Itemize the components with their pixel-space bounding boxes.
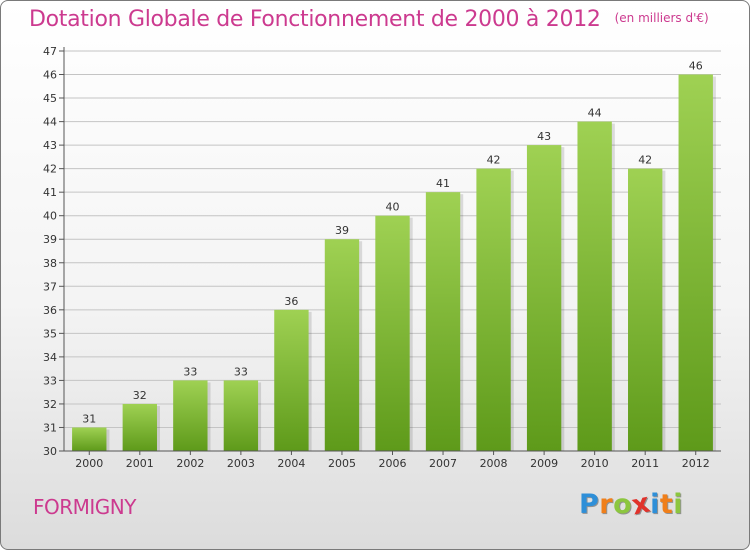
x-tick-label: 2009 bbox=[530, 457, 558, 470]
logo-letter: P bbox=[579, 489, 600, 520]
y-tick-label: 41 bbox=[43, 186, 57, 199]
x-tick-label: 2012 bbox=[682, 457, 710, 470]
logo-letter: o bbox=[613, 489, 633, 520]
y-tick-label: 46 bbox=[43, 69, 57, 82]
logo-letter: t bbox=[659, 489, 674, 520]
bar bbox=[324, 239, 360, 451]
x-tick-label: 2006 bbox=[379, 457, 407, 470]
bar-value-label: 43 bbox=[537, 130, 551, 143]
bar-value-label: 32 bbox=[133, 389, 147, 402]
y-tick-label: 37 bbox=[43, 280, 57, 293]
logo-letter: i bbox=[650, 489, 660, 520]
bar bbox=[577, 121, 612, 452]
x-tick-label: 2001 bbox=[126, 457, 154, 470]
logo-letter: r bbox=[599, 489, 614, 520]
y-tick-label: 33 bbox=[43, 374, 57, 387]
bar bbox=[375, 215, 410, 451]
y-tick-label: 34 bbox=[43, 351, 57, 364]
bar-value-label: 33 bbox=[234, 365, 248, 378]
logo-letter: i bbox=[673, 489, 684, 520]
chart-title-block: Dotation Globale de Fonctionnement de 20… bbox=[29, 7, 709, 32]
bar bbox=[628, 168, 663, 451]
x-tick-label: 2005 bbox=[328, 457, 356, 470]
bar-value-label: 44 bbox=[588, 107, 602, 120]
y-tick-label: 42 bbox=[43, 163, 57, 176]
x-tick-label: 2004 bbox=[277, 457, 305, 470]
y-tick-label: 35 bbox=[43, 327, 57, 340]
x-tick-label: 2002 bbox=[176, 457, 204, 470]
x-tick-label: 2010 bbox=[581, 457, 609, 470]
bar-value-label: 31 bbox=[82, 412, 96, 425]
commune-name: FORMIGNY bbox=[33, 495, 136, 519]
x-tick-label: 2008 bbox=[480, 457, 508, 470]
bar bbox=[223, 380, 259, 451]
y-tick-label: 36 bbox=[43, 304, 57, 317]
x-tick-label: 2000 bbox=[75, 457, 103, 470]
bar-value-label: 42 bbox=[487, 154, 501, 167]
x-axis: 2000 2001 2002 2003 2004 2005 2006 2007 2008 2009… bbox=[64, 450, 721, 470]
bar bbox=[678, 74, 713, 451]
bar bbox=[425, 192, 461, 452]
bar bbox=[173, 380, 208, 451]
chart-unit-label: (en milliers d'€) bbox=[614, 11, 709, 25]
y-tick-label: 47 bbox=[43, 45, 57, 58]
y-tick-label: 43 bbox=[43, 139, 57, 152]
y-tick-label: 38 bbox=[43, 257, 57, 270]
y-tick-label: 39 bbox=[43, 233, 57, 246]
y-axis: 30 31 32 33 34 35 36 37 38 39 40 41 42 43 44 45 46 47 bbox=[43, 45, 65, 458]
y-tick-label: 30 bbox=[43, 445, 57, 458]
bar bbox=[72, 427, 107, 451]
proxiti-logo: Proxiti bbox=[579, 487, 684, 521]
bar-value-label: 42 bbox=[638, 154, 652, 167]
bar-value-label: 46 bbox=[689, 60, 703, 73]
bar-value-label: 41 bbox=[436, 177, 450, 190]
bar bbox=[274, 309, 309, 451]
y-tick-label: 31 bbox=[43, 421, 57, 434]
y-tick-label: 32 bbox=[43, 398, 57, 411]
bar-value-label: 33 bbox=[183, 365, 197, 378]
x-tick-label: 2011 bbox=[631, 457, 659, 470]
y-tick-label: 44 bbox=[43, 116, 57, 129]
x-tick-label: 2007 bbox=[429, 457, 457, 470]
y-tick-label: 40 bbox=[43, 210, 57, 223]
bar-value-label: 40 bbox=[386, 201, 400, 214]
bar-value-label: 39 bbox=[335, 224, 349, 237]
x-tick-label: 2003 bbox=[227, 457, 255, 470]
y-tick-label: 45 bbox=[43, 92, 57, 105]
bar bbox=[122, 403, 157, 451]
bar bbox=[476, 168, 511, 451]
bar bbox=[526, 145, 562, 451]
bar-value-label: 36 bbox=[284, 295, 298, 308]
bars-group: 31 32 33 33 36 39 40 41 42 43 44 42 46 bbox=[72, 60, 716, 452]
chart-title: Dotation Globale de Fonctionnement de 20… bbox=[29, 7, 601, 32]
